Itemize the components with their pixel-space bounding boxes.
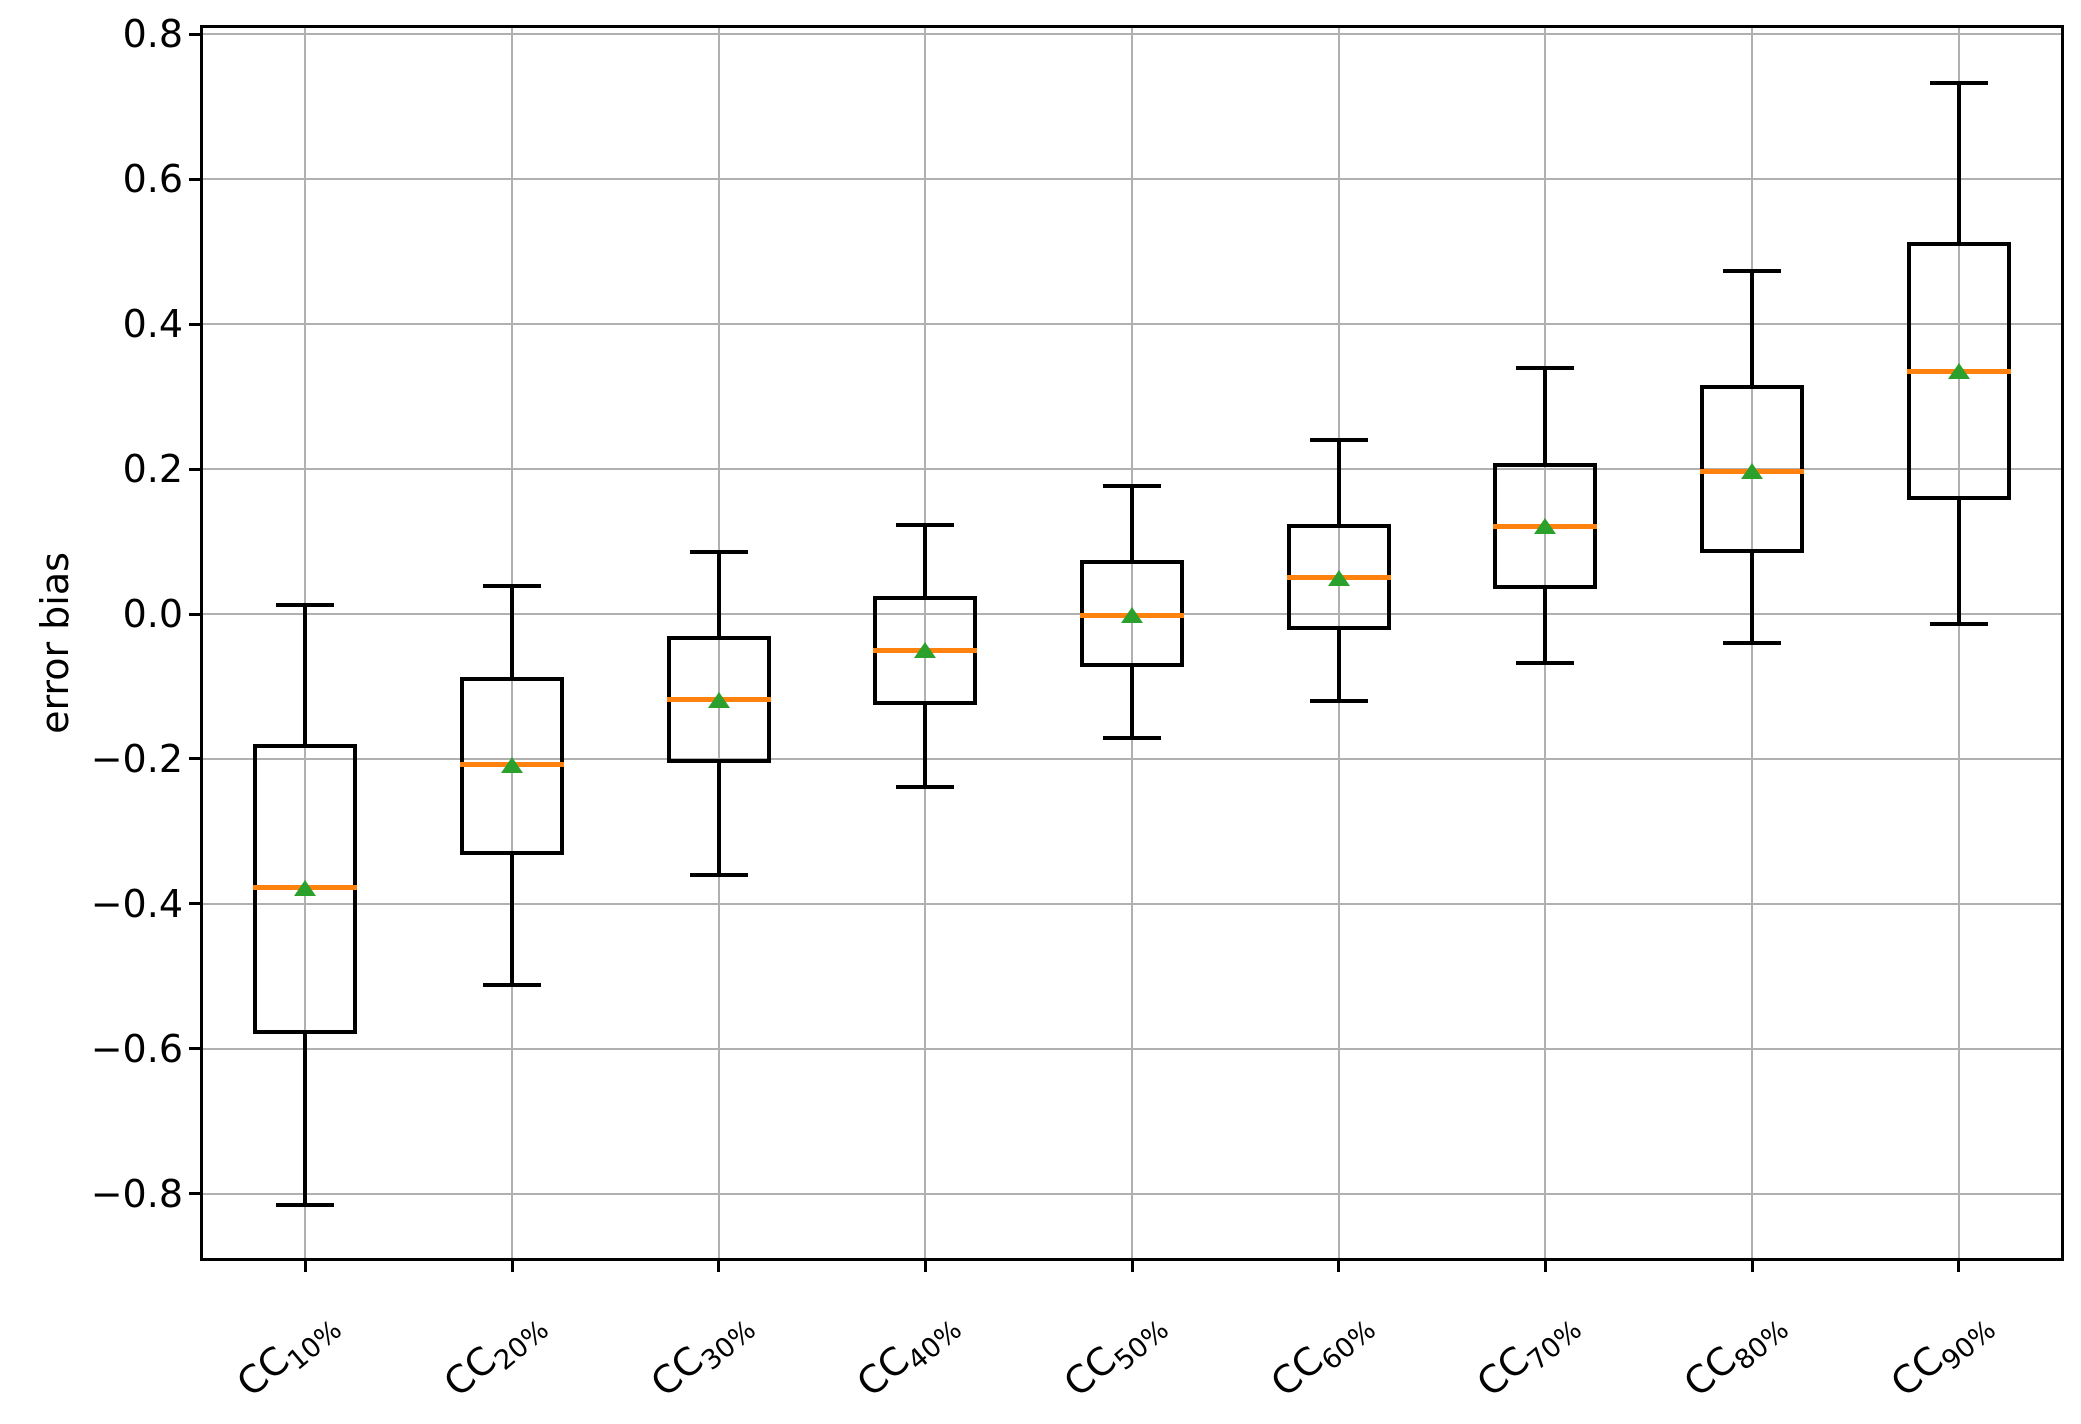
x-tick-label: CC60%	[1262, 1299, 1381, 1411]
whisker-upper	[1543, 368, 1548, 463]
y-tick-mark	[189, 757, 202, 761]
whisker-upper	[1130, 486, 1134, 561]
y-tick-label: 0.0	[122, 592, 183, 636]
x-gridline	[1957, 27, 1960, 1259]
x-tick-mark	[923, 1259, 927, 1272]
whisker-cap-lower	[276, 1202, 335, 1207]
y-tick-label: −0.6	[90, 1026, 183, 1071]
x-tick-mark	[1337, 1259, 1341, 1272]
mean-triangle-marker	[1327, 569, 1350, 586]
whisker-cap-upper	[1309, 438, 1368, 443]
mean-triangle-marker	[501, 757, 523, 774]
x-gridline	[1131, 27, 1133, 1259]
whisker-cap-lower	[1516, 661, 1575, 666]
y-tick-mark	[189, 612, 202, 616]
x-gridline	[717, 27, 720, 1259]
whisker-upper	[923, 524, 928, 596]
x-tick-mark	[303, 1259, 307, 1272]
mean-triangle-marker	[707, 692, 730, 709]
whisker-cap-upper	[1929, 80, 1988, 85]
mean-triangle-marker	[914, 642, 937, 659]
x-tick-mark	[510, 1259, 514, 1272]
whisker-lower	[1336, 629, 1341, 701]
whisker-upper	[1750, 271, 1754, 385]
x-tick-mark	[1750, 1259, 1754, 1272]
x-tick-mark	[1543, 1259, 1547, 1272]
y-tick-label: −0.4	[90, 881, 183, 926]
x-tick-label: CC90%	[1882, 1299, 2001, 1411]
x-tick-label: CC70%	[1469, 1299, 1588, 1411]
whisker-lower	[1750, 553, 1754, 643]
mean-triangle-marker	[1534, 518, 1557, 535]
y-tick-label: −0.2	[90, 736, 183, 781]
whisker-lower	[716, 763, 721, 875]
mean-triangle-marker	[1947, 363, 1970, 380]
mean-triangle-marker	[1121, 607, 1143, 624]
whisker-cap-upper	[1723, 269, 1781, 274]
x-tick-label: CC50%	[1055, 1299, 1174, 1411]
y-tick-label: 0.6	[122, 157, 183, 202]
x-tick-mark	[717, 1259, 721, 1272]
x-tick-mark	[1957, 1259, 1961, 1272]
y-tick-label: 0.4	[122, 302, 183, 347]
y-tick-mark	[189, 902, 202, 906]
x-tick-label: CC10%	[229, 1299, 348, 1411]
y-tick-mark	[189, 32, 202, 36]
y-tick-mark	[189, 1047, 202, 1051]
whisker-cap-lower	[896, 785, 955, 790]
whisker-cap-upper	[689, 549, 748, 554]
y-tick-mark	[189, 467, 202, 471]
whisker-cap-lower	[483, 983, 541, 988]
x-tick-label: CC80%	[1675, 1299, 1794, 1411]
whisker-cap-upper	[1516, 366, 1575, 371]
whisker-cap-upper	[896, 522, 955, 527]
whisker-upper	[716, 551, 721, 636]
y-tick-mark	[189, 177, 202, 181]
y-axis-label: error bias	[33, 552, 77, 734]
whisker-cap-lower	[689, 872, 748, 877]
whisker-upper	[1336, 440, 1341, 525]
whisker-cap-lower	[1309, 698, 1368, 703]
whisker-cap-lower	[1723, 641, 1781, 645]
y-tick-label: 0.8	[122, 12, 183, 57]
whisker-lower	[1543, 588, 1548, 664]
mean-triangle-marker	[294, 879, 317, 896]
whisker-cap-upper	[483, 584, 541, 589]
y-tick-label: −0.8	[90, 1171, 183, 1216]
mean-triangle-marker	[1741, 462, 1763, 479]
y-tick-mark	[189, 1192, 202, 1196]
whisker-upper	[1956, 82, 1961, 243]
x-tick-label: CC20%	[435, 1299, 554, 1411]
y-tick-mark	[189, 322, 202, 326]
whisker-upper	[510, 586, 514, 678]
whisker-lower	[1956, 499, 1961, 625]
whisker-cap-lower	[1103, 735, 1161, 740]
whisker-lower	[510, 855, 514, 986]
x-tick-label: CC30%	[642, 1299, 761, 1411]
whisker-cap-lower	[1929, 622, 1988, 627]
whisker-lower	[923, 705, 928, 788]
whisker-upper	[303, 604, 308, 744]
whisker-cap-upper	[276, 602, 335, 607]
x-tick-mark	[1130, 1259, 1134, 1272]
y-tick-label: 0.2	[122, 447, 183, 492]
whisker-lower	[1130, 666, 1134, 738]
whisker-cap-upper	[1103, 484, 1161, 489]
whisker-lower	[303, 1034, 308, 1205]
x-tick-label: CC40%	[849, 1299, 968, 1411]
